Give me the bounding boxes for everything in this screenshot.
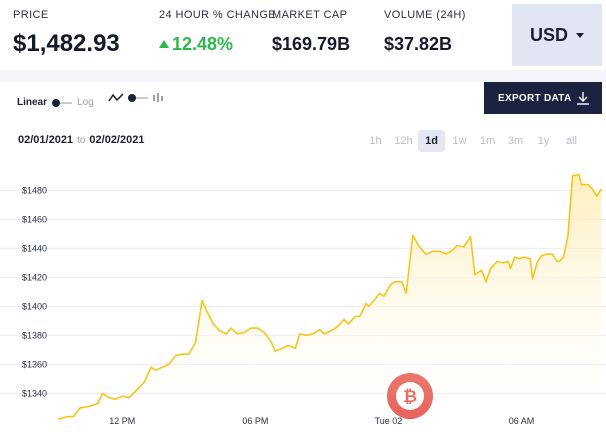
market-cap-label: MARKET CAP — [272, 9, 348, 21]
y-tick-label: $1400 — [22, 301, 47, 311]
line-chart-icon[interactable] — [108, 92, 124, 104]
scale-toggle[interactable]: Linear Log — [17, 97, 94, 108]
chart-type-switch[interactable] — [128, 94, 148, 102]
price-stat: PRICE $1,482.93 — [13, 9, 120, 58]
period-selector: 1h 12h 1d 1w 1m 3m 1y all — [362, 130, 586, 152]
up-arrow-icon — [159, 40, 169, 48]
volume-stat: VOLUME (24H) $37.82B — [384, 9, 466, 55]
price-line — [57, 173, 602, 421]
change-value: 12.48% — [172, 34, 234, 54]
change-label: 24 HOUR % CHANGE — [159, 9, 277, 21]
change-value-wrap: 12.48% — [159, 34, 276, 55]
period-1d[interactable]: 1d — [418, 130, 445, 152]
x-tick-label: 06 AM — [509, 416, 535, 426]
scale-switch[interactable] — [52, 98, 73, 107]
date-range[interactable]: 02/01/2021 to 02/02/2021 — [18, 134, 144, 146]
y-tick-label: $1360 — [22, 359, 47, 369]
period-3m[interactable]: 3m — [507, 135, 524, 147]
export-label: EXPORT DATA — [498, 92, 572, 104]
y-axis: $1340 $1360 $1380 $1400 $1420 $1440 $1460 $1480 — [22, 185, 47, 398]
y-tick-label: $1340 — [22, 388, 47, 398]
volume-value: $37.82B — [384, 34, 453, 54]
chart-toolbar: Linear Log EXPORT DATA — [0, 82, 606, 122]
export-data-button[interactable]: EXPORT DATA — [484, 82, 602, 114]
period-all[interactable]: all — [565, 135, 577, 147]
caret-down-icon — [576, 32, 584, 38]
y-tick-label: $1420 — [22, 272, 47, 282]
header-divider — [0, 70, 606, 82]
chart-type-toggle[interactable] — [108, 92, 164, 104]
x-tick-label: Tue 02 — [375, 416, 403, 426]
price-area — [58, 174, 602, 420]
market-cap-value: $169.79B — [272, 34, 351, 54]
period-1w[interactable]: 1w — [452, 135, 467, 147]
date-to[interactable]: 02/02/2021 — [89, 134, 145, 146]
price-value: $1,482.93 — [13, 30, 120, 57]
currency-value: USD — [529, 24, 568, 45]
volume-label: VOLUME (24H) — [384, 9, 466, 21]
range-row: 02/01/2021 to 02/02/2021 1h 12h 1d 1w 1m 3m 1y al… — [0, 128, 606, 156]
x-tick-label: 06 PM — [242, 416, 268, 426]
currency-select[interactable]: USD — [512, 4, 602, 66]
download-icon — [577, 92, 589, 105]
change-stat: 24 HOUR % CHANGE 12.48% — [159, 9, 276, 55]
period-12h[interactable]: 12h — [394, 135, 413, 147]
period-1y[interactable]: 1y — [537, 135, 550, 147]
y-tick-label: $1380 — [22, 330, 47, 340]
price-label: PRICE — [13, 9, 49, 21]
scale-linear-option[interactable]: Linear — [17, 97, 48, 108]
period-1m[interactable]: 1m — [479, 135, 496, 147]
market-cap-stat: MARKET CAP $169.79B — [272, 9, 350, 55]
stats-header: PRICE $1,482.93 24 HOUR % CHANGE 12.48% … — [0, 0, 606, 70]
candlestick-icon[interactable] — [152, 92, 164, 104]
date-from[interactable]: 02/01/2021 — [18, 134, 74, 146]
price-chart[interactable]: ₿ $1340$1360$1380$1400$1420$1440$1460$14… — [0, 160, 606, 434]
period-1h[interactable]: 1h — [369, 135, 382, 147]
y-tick-label: $1460 — [22, 214, 47, 224]
date-to-word: to — [77, 135, 86, 146]
x-axis: 12 PM 06 PM Tue 02 06 AM — [109, 416, 534, 426]
y-tick-label: $1480 — [22, 185, 47, 195]
x-tick-label: 12 PM — [109, 416, 135, 426]
y-tick-label: $1440 — [22, 243, 47, 253]
scale-log-option[interactable]: Log — [77, 97, 94, 108]
